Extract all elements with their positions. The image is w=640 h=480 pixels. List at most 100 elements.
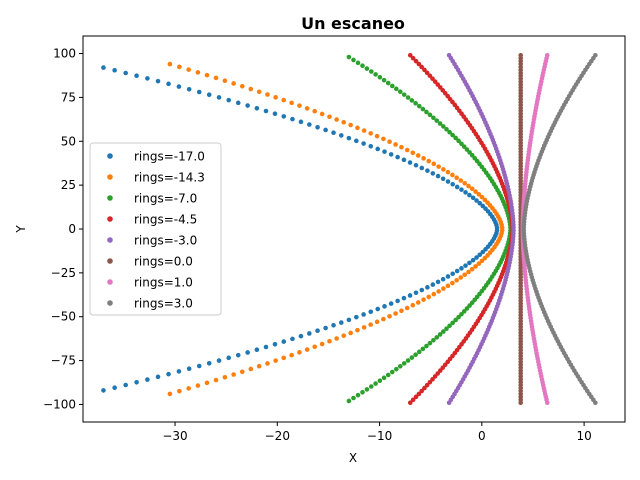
data-point (231, 372, 236, 377)
x-tick-label: −20 (265, 429, 290, 443)
legend-label: rings=0.0 (134, 255, 193, 269)
data-point (361, 312, 366, 317)
data-point (235, 352, 241, 358)
data-point (195, 383, 201, 388)
data-point (436, 289, 441, 294)
data-point (454, 268, 460, 274)
legend: rings=-17.0 rings=-14.3 rings=-7.0 rings=-4… (89, 142, 222, 316)
data-point (388, 152, 394, 157)
chart-title: Un escaneo (301, 14, 405, 33)
data-point (351, 395, 356, 401)
data-point (334, 336, 339, 341)
data-point (456, 314, 461, 320)
data-point (410, 397, 416, 403)
data-point (373, 72, 378, 77)
data-point (454, 175, 459, 181)
data-point (123, 382, 128, 388)
data-point (338, 133, 344, 138)
data-point (389, 83, 395, 89)
data-point (413, 394, 419, 400)
data-point (467, 192, 472, 198)
data-point (248, 366, 254, 372)
data-point (401, 295, 407, 301)
data-point (166, 81, 171, 87)
x-tick-label: −10 (367, 429, 392, 443)
data-point (375, 306, 381, 312)
data-point (420, 346, 426, 352)
data-point (341, 333, 347, 339)
data-point (297, 103, 302, 108)
data-point (177, 388, 182, 394)
data-point (401, 361, 407, 366)
data-point (134, 73, 139, 79)
data-point (176, 369, 182, 374)
data-point (407, 53, 413, 58)
data-point (323, 325, 328, 331)
data-point (239, 83, 245, 89)
data-point (444, 127, 449, 132)
data-point (410, 55, 416, 61)
data-point (206, 92, 212, 98)
data-point (473, 264, 478, 269)
data-point (395, 298, 400, 304)
data-point (440, 176, 446, 182)
data-point (424, 382, 430, 388)
data-point (470, 257, 476, 263)
data-point (410, 150, 416, 156)
data-point (186, 67, 191, 72)
data-point (265, 92, 270, 97)
data-point (456, 138, 461, 144)
data-point (427, 340, 433, 346)
data-point (419, 165, 425, 171)
data-point (479, 194, 485, 200)
data-point (382, 304, 387, 309)
data-point (409, 98, 415, 103)
data-point (319, 341, 325, 347)
data-point (327, 338, 332, 344)
data-point (289, 100, 294, 106)
data-point (431, 337, 436, 343)
data-point (263, 344, 269, 350)
data-point (254, 105, 260, 111)
data-point (416, 391, 422, 397)
data-point (206, 360, 212, 366)
data-point (401, 92, 407, 97)
data-point (101, 388, 106, 393)
data-point (416, 61, 422, 67)
y-axis-label: Y (14, 225, 28, 234)
data-point (374, 319, 380, 325)
data-point (459, 141, 464, 147)
data-point (397, 363, 403, 369)
data-point (360, 389, 365, 395)
data-point (354, 138, 359, 144)
data-point (348, 122, 353, 128)
data-point (407, 293, 413, 298)
data-point (186, 386, 191, 391)
data-point (222, 375, 228, 380)
data-point (177, 64, 182, 70)
data-point (454, 184, 460, 190)
data-point (123, 70, 128, 76)
data-point (447, 323, 452, 329)
data-point (368, 69, 374, 74)
data-point (354, 314, 359, 320)
data-point (334, 117, 339, 122)
data-point (239, 369, 245, 375)
data-point (399, 144, 404, 150)
data-point (416, 103, 422, 109)
data-point (315, 124, 320, 130)
data-point (437, 121, 443, 126)
data-point (112, 385, 117, 391)
data-point (419, 388, 424, 394)
data-point (167, 391, 173, 397)
data-point (351, 57, 356, 63)
data-point (421, 297, 426, 302)
data-point (315, 328, 320, 334)
data-point (444, 326, 449, 332)
data-point (235, 100, 241, 106)
data-point (430, 171, 436, 176)
data-point (389, 369, 395, 375)
data-point (413, 58, 419, 64)
data-point (361, 325, 367, 330)
data-point (373, 381, 378, 386)
